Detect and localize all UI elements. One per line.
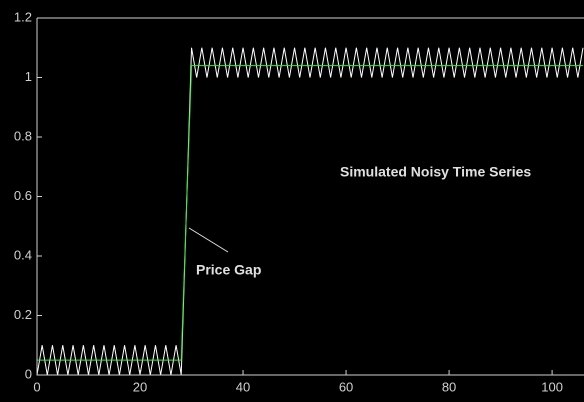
x-tick-label: 20 [133,379,147,394]
y-tick-label: 0.2 [14,307,32,322]
y-tick-label: 0.4 [14,247,32,262]
y-tick-label: 1.2 [14,9,32,24]
series-line [37,65,583,361]
y-tick-label: 0.6 [14,188,32,203]
annotation-arrow [188,227,229,253]
series-line [37,47,584,375]
x-tick-label: 80 [442,379,456,394]
x-tick-label: 40 [236,379,250,394]
y-tick-label: 1 [25,69,32,84]
annotation: Price Gap [196,262,261,278]
x-tick-label: 0 [33,379,40,394]
x-tick-label: 60 [339,379,353,394]
x-tick-label: 100 [541,379,563,394]
y-tick-label: 0.8 [14,128,32,143]
annotation: Simulated Noisy Time Series [340,164,531,180]
plot-area [37,47,584,375]
y-tick-label: 0 [25,366,32,381]
axes-box [36,17,584,376]
